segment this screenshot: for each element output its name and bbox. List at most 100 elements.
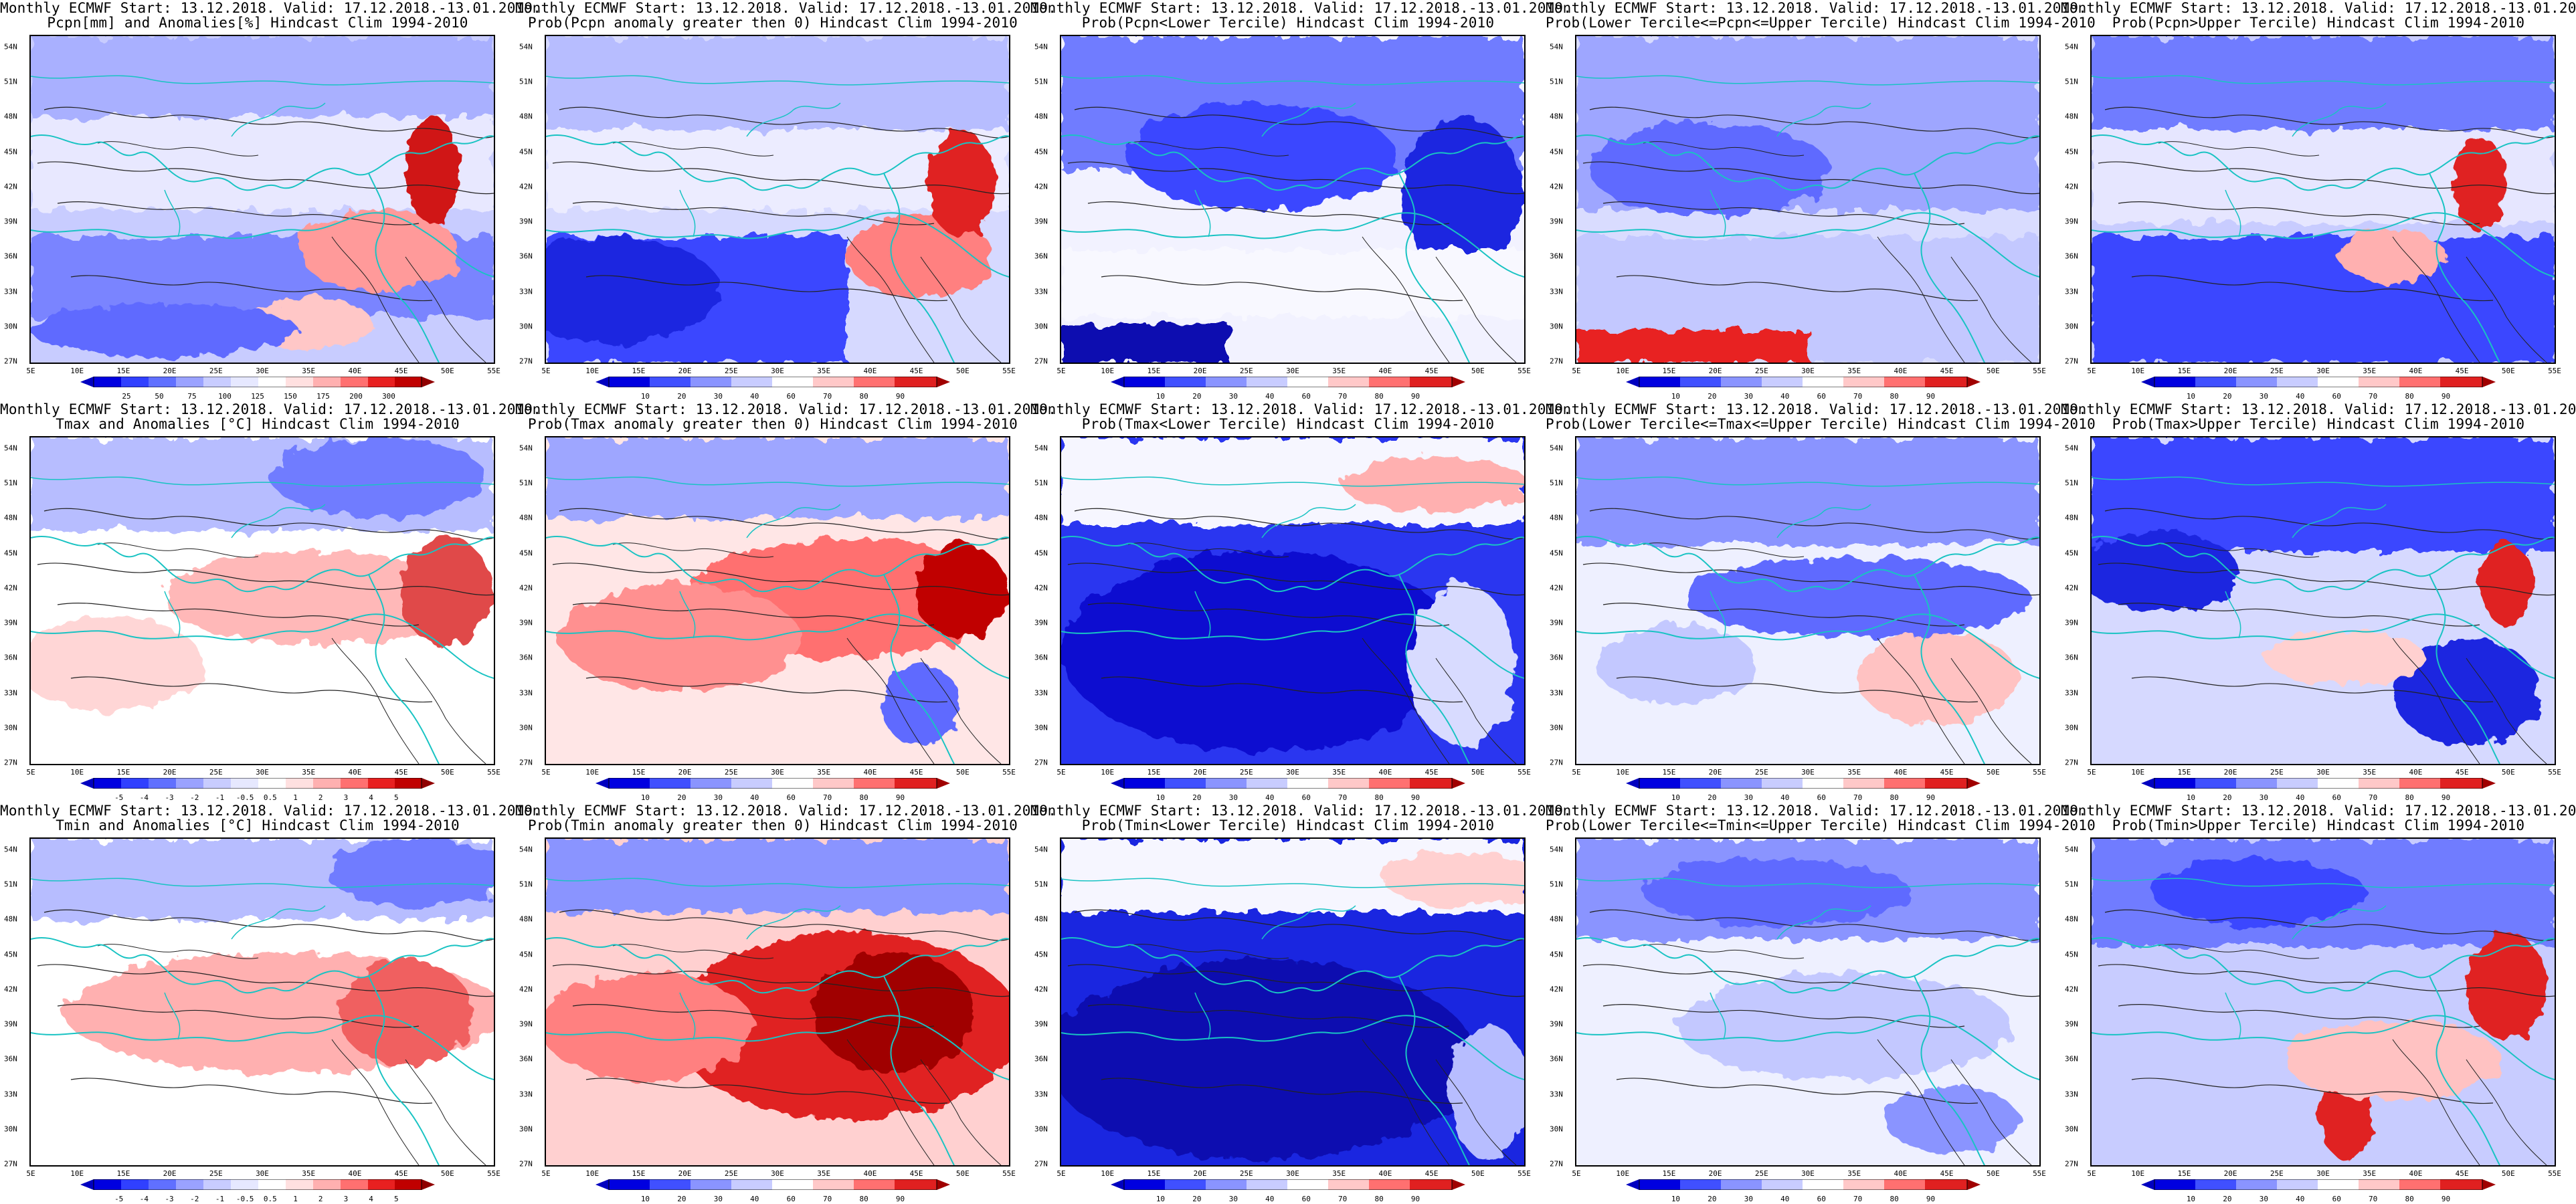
map-panel-tmin-prob-middle: Monthly ECMWF Start: 13.12.2018. Valid: …	[1546, 803, 2096, 1204]
latitude-label: 51N	[519, 880, 533, 889]
colorbar-label: 20	[1708, 392, 1717, 401]
panel-title-line2: Prob(Tmin>Upper Tercile) Hindcast Clim 1…	[2112, 817, 2525, 833]
longitude-label: 5E	[1056, 367, 1066, 375]
longitude-label: 10E	[70, 1169, 84, 1178]
colorbar-label: 90	[895, 1195, 905, 1203]
colorbar-label: 10	[1671, 793, 1681, 802]
longitude-label: 30E	[1286, 367, 1299, 375]
panel-title-line2: Prob(Tmax<Lower Tercile) Hindcast Clim 1…	[1081, 416, 1495, 432]
map-image	[29, 436, 495, 765]
latitude-label: 42N	[1034, 182, 1048, 191]
map-panel-pcpn-prob-upper: Monthly ECMWF Start: 13.12.2018. Valid: …	[2061, 0, 2576, 401]
latitude-label: 39N	[4, 618, 17, 627]
longitude-label: 25E	[2270, 1169, 2284, 1178]
latitude-label: 33N	[519, 688, 533, 698]
latitude-label: 42N	[4, 985, 17, 994]
colorbar-label: 60	[786, 392, 796, 401]
latitude-label: 39N	[1034, 618, 1048, 627]
longitude-label: 30E	[1801, 1169, 1815, 1178]
colorbar-label: 20	[1192, 392, 1202, 401]
panel-title-line2: Tmin and Anomalies [°C] Hindcast Clim 19…	[56, 817, 460, 833]
colorbar-label: 80	[2405, 392, 2414, 401]
colorbar-label: 10	[1671, 392, 1681, 401]
panel-title-line1: Monthly ECMWF Start: 13.12.2018. Valid: …	[1030, 401, 1572, 417]
colorbar-label: 3	[343, 793, 349, 802]
colorbar-label: 30	[1228, 392, 1238, 401]
longitude-label: 45E	[394, 768, 408, 777]
panel-title-line1: Monthly ECMWF Start: 13.12.2018. Valid: …	[515, 401, 1057, 417]
longitude-label: 20E	[163, 768, 177, 777]
latitude-label: 48N	[1034, 914, 1048, 924]
latitude-label: 27N	[1034, 1159, 1048, 1169]
longitude-label: 45E	[2455, 768, 2469, 777]
colorbar-label: 90	[2441, 392, 2451, 401]
colorbar-label: 40	[1780, 392, 1790, 401]
longitude-label: 50E	[955, 1169, 970, 1178]
longitude-label: 40E	[863, 367, 877, 375]
colorbar-label: 60	[1301, 793, 1311, 802]
longitude-label: 10E	[1616, 367, 1630, 375]
colorbar-label: 20	[677, 392, 686, 401]
longitude-label: 45E	[2455, 367, 2469, 375]
longitude-label: 45E	[2455, 1169, 2469, 1178]
panel-title-line1: Monthly ECMWF Start: 13.12.2018. Valid: …	[1030, 0, 1572, 16]
colorbar-label: -1	[215, 1195, 225, 1203]
colorbar-label: -3	[165, 1195, 174, 1203]
longitude-label: 40E	[2409, 1169, 2423, 1178]
colorbar-label: 80	[1374, 1195, 1384, 1203]
latitude-label: 39N	[519, 618, 533, 627]
colorbar-label: 5	[393, 793, 399, 802]
colorbar-label: 300	[382, 392, 395, 401]
longitude-label: 50E	[955, 768, 970, 777]
colorbar-label: 20	[1192, 793, 1202, 802]
longitude-label: 40E	[863, 1169, 877, 1178]
latitude-label: 27N	[4, 758, 17, 767]
longitude-label: 15E	[116, 367, 130, 375]
colorbar-label: 25	[122, 392, 131, 401]
latitude-label: 51N	[519, 478, 533, 488]
longitude-label: 55E	[1002, 768, 1016, 777]
colorbar-label: 30	[713, 793, 723, 802]
longitude-label: 50E	[440, 367, 454, 375]
colorbar-label: 100	[218, 392, 232, 401]
latitude-label: 45N	[4, 950, 17, 959]
latitude-label: 39N	[1034, 1019, 1048, 1029]
colorbar-label: 50	[155, 392, 164, 401]
latitude-label: 48N	[2065, 513, 2078, 522]
latitude-label: 51N	[4, 880, 17, 889]
longitude-label: 10E	[585, 367, 600, 375]
latitude-label: 45N	[519, 548, 533, 558]
longitude-label: 40E	[348, 768, 362, 777]
map-image	[29, 35, 495, 364]
longitude-label: 40E	[1894, 1169, 1908, 1178]
latitude-label: 45N	[519, 950, 533, 959]
colorbar-label: 30	[713, 392, 723, 401]
colorbar-label: 10	[2186, 793, 2196, 802]
colorbar-label: 60	[786, 1195, 796, 1203]
longitude-label: 5E	[2087, 367, 2096, 375]
panel-title-line1: Monthly ECMWF Start: 13.12.2018. Valid: …	[515, 803, 1057, 819]
panel-title-line1: Monthly ECMWF Start: 13.12.2018. Valid: …	[0, 401, 542, 417]
longitude-label: 50E	[1471, 367, 1485, 375]
longitude-label: 20E	[1708, 367, 1722, 375]
colorbar-label: 10	[2186, 1195, 2196, 1203]
longitude-label: 25E	[1239, 768, 1253, 777]
colorbar-label: 70	[2369, 793, 2378, 802]
colorbar-label: 10	[1671, 1195, 1681, 1203]
latitude-label: 54N	[4, 845, 17, 854]
latitude-label: 39N	[4, 1019, 17, 1029]
colorbar-label: 90	[895, 793, 905, 802]
colorbar-label: 4	[369, 1195, 373, 1203]
longitude-label: 55E	[487, 1169, 500, 1178]
colorbar-label: 60	[786, 793, 796, 802]
map-image	[545, 436, 1010, 765]
colorbar-label: 30	[1228, 793, 1238, 802]
colorbar-label: 10	[1156, 793, 1166, 802]
longitude-label: 15E	[1662, 1169, 1676, 1178]
latitude-label: 54N	[1550, 443, 1563, 453]
colorbar	[1111, 1179, 1465, 1190]
latitude-label: 42N	[519, 583, 533, 593]
longitude-label: 30E	[771, 1169, 784, 1178]
colorbar-label: 90	[1926, 392, 1936, 401]
longitude-label: 30E	[1286, 1169, 1299, 1178]
